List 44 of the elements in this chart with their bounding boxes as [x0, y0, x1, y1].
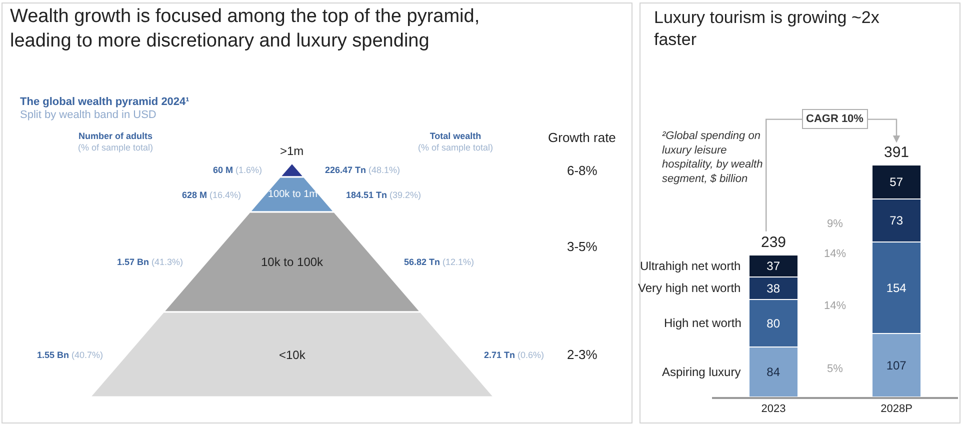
- category-label: >1m: [280, 144, 304, 158]
- text: The global wealth pyramid 2024¹: [20, 96, 190, 108]
- text: 3-5%: [567, 239, 598, 254]
- series-label: Aspiring luxury: [662, 365, 741, 379]
- text: 60 M (1.6%): [213, 165, 262, 175]
- data-label: 73: [890, 213, 904, 228]
- text: 56.82 Tn (12.1%): [404, 257, 474, 267]
- total-label: 391: [884, 144, 910, 161]
- data-label: 154: [886, 280, 907, 295]
- data-label: 84: [766, 365, 780, 380]
- data-label: 37: [766, 259, 780, 274]
- text: Split by wealth band in USD: [20, 109, 156, 121]
- annotation: 5%: [827, 363, 844, 375]
- annotation: 14%: [824, 248, 846, 260]
- series-label: Ultrahigh net worth: [640, 259, 741, 273]
- text: 2.71 Tn (0.6%): [484, 350, 544, 360]
- category-label: 100k to 1m: [268, 189, 318, 200]
- series-label: High net worth: [664, 316, 742, 330]
- data-label: 57: [890, 174, 904, 189]
- data-label: 107: [886, 358, 907, 372]
- annotation: 14%: [824, 300, 846, 312]
- text: 184.51 Tn (39.2%): [346, 190, 422, 200]
- data-label: 80: [766, 316, 780, 330]
- text: 2-3%: [567, 347, 598, 362]
- text: Total wealth (% of sample total): [418, 131, 494, 153]
- series-label: Very high net worth: [638, 281, 741, 295]
- text: Number of adults (% of sample total): [78, 131, 154, 153]
- chart-subtitle: ²Global spending on luxury leisure hospitality, by wealth segment, $ billion: [662, 130, 763, 185]
- text: 1.57 Bn (41.3%): [117, 257, 184, 267]
- x-tick-label: 2023: [761, 402, 786, 415]
- text: CAGR 10%: [806, 113, 864, 125]
- text: Growth rate: [548, 130, 616, 145]
- chart-title: Luxury tourism is growing ~2x faster: [654, 8, 880, 50]
- text: 226.47 Tn (48.1%): [325, 165, 400, 175]
- annotation: 9%: [827, 218, 844, 230]
- text: Wealth growth is focused among the top of the pyramid, leading to more discretionary and luxury spending: [10, 6, 480, 52]
- x-tick-label: 2028P: [880, 402, 912, 415]
- text: 628 M (16.4%): [182, 190, 242, 200]
- data-label: 38: [766, 281, 780, 296]
- total-label: 239: [761, 234, 786, 251]
- text: 6-8%: [567, 163, 598, 178]
- category-label: <10k: [279, 348, 306, 362]
- text: 1.55 Bn (40.7%): [37, 350, 104, 360]
- category-label: 10k to 100k: [261, 255, 324, 269]
